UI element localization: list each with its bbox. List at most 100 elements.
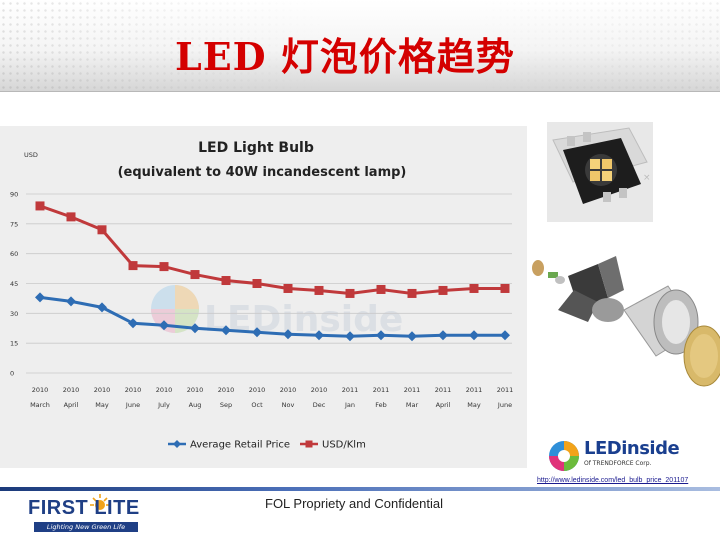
y-tick-label: 60 xyxy=(10,250,18,258)
data-point-square xyxy=(252,279,262,288)
confidential-notice: FOL Propriety and Confidential xyxy=(265,496,444,511)
exploded-bulb-image xyxy=(528,250,720,418)
x-tick-month: Jan xyxy=(344,401,355,409)
price-chart: LEDinside 0 15 30 45 60 75 90 2010 March 2010 Apri… xyxy=(0,126,527,468)
ledinside-logo-subtext: Of TRENDFORCE Corp. xyxy=(584,460,652,467)
x-tick-year: 2010 xyxy=(32,386,49,394)
chart-grid xyxy=(26,193,512,374)
x-tick-year: 2010 xyxy=(249,386,266,394)
data-point-diamond xyxy=(283,329,293,340)
firstlite-tagline: Lighting New Green Life xyxy=(34,522,138,532)
series-line xyxy=(39,295,505,338)
header-dot-pattern xyxy=(0,0,720,92)
legend-marker-square xyxy=(305,440,313,448)
x-tick-month: Mar xyxy=(406,401,419,409)
x-tick-month: April xyxy=(436,401,451,409)
x-tick-month: Aug xyxy=(189,401,202,409)
data-point-diamond xyxy=(252,327,262,338)
data-point-diamond xyxy=(376,330,386,341)
ledinside-watermark: LEDinside xyxy=(151,285,403,340)
data-point-diamond xyxy=(190,323,200,334)
ledinside-logo-text: LEDinside xyxy=(584,438,680,459)
series-line xyxy=(39,204,505,295)
data-point-square xyxy=(500,283,510,293)
data-point-square xyxy=(345,288,355,298)
x-tick-month: April xyxy=(64,401,79,409)
data-point-diamond xyxy=(407,331,417,342)
data-point-square xyxy=(283,283,293,293)
y-tick-label: 75 xyxy=(10,220,18,228)
y-tick-label: 45 xyxy=(10,280,18,288)
data-point-diamond xyxy=(469,330,479,341)
x-tick-month: Sep xyxy=(220,401,232,409)
data-point-square xyxy=(376,284,386,294)
exploded-bulb-illustration xyxy=(532,256,720,387)
data-point-square xyxy=(221,276,231,286)
data-point-square xyxy=(159,262,169,272)
led-chip-illustration: × xyxy=(547,122,653,222)
led-chip-image: × xyxy=(547,122,653,222)
firstlite-logo: FIRST LITE Lighting New Green Life xyxy=(28,494,140,532)
x-tick-month: Dec xyxy=(313,401,326,409)
x-tick-month: Feb xyxy=(375,401,387,409)
data-point-diamond xyxy=(500,330,510,341)
data-point-square xyxy=(35,201,45,211)
x-tick-year: 2011 xyxy=(404,386,421,394)
data-point-diamond xyxy=(97,302,107,313)
x-tick-year: 2010 xyxy=(94,386,111,394)
data-point-diamond xyxy=(345,331,355,342)
y-tick-label: 90 xyxy=(10,191,18,199)
data-point-square xyxy=(407,288,417,298)
x-tick-month: March xyxy=(30,401,50,409)
chart-svg: LEDinside 0 15 30 45 60 75 90 2010 March 2010 Apri… xyxy=(10,140,513,451)
slide-header: LED 灯泡价格趋势 xyxy=(0,0,720,92)
data-point-diamond xyxy=(128,318,138,329)
x-tick-year: 2010 xyxy=(218,386,235,394)
x-tick-month: July xyxy=(157,401,170,409)
legend-label: USD/Klm xyxy=(322,440,366,451)
y-tick-label: 30 xyxy=(10,310,18,318)
x-tick-month: May xyxy=(95,401,109,409)
data-point-diamond xyxy=(438,330,448,341)
x-tick-month: June xyxy=(497,401,512,409)
data-point-square xyxy=(314,285,324,295)
data-point-square xyxy=(469,283,479,293)
x-tick-year: 2011 xyxy=(342,386,359,394)
data-point-diamond xyxy=(221,325,231,336)
data-point-square xyxy=(438,285,448,295)
x-tick-year: 2011 xyxy=(466,386,483,394)
x-tick-month: June xyxy=(125,401,140,409)
chart-subtitle: (equivalent to 40W incandescent lamp) xyxy=(118,165,407,180)
y-tick-label: 15 xyxy=(10,340,18,348)
sun-icon xyxy=(90,494,110,510)
data-point-diamond xyxy=(159,320,169,331)
x-tick-year: 2011 xyxy=(373,386,390,394)
y-tick-label: 0 xyxy=(10,370,14,378)
x-tick-year: 2010 xyxy=(187,386,204,394)
data-point-diamond xyxy=(35,292,45,303)
chart-series xyxy=(35,201,510,342)
data-point-square xyxy=(128,261,138,271)
x-tick-year: 2010 xyxy=(125,386,142,394)
slide-footer: FIRST LITE Lighting New Green Life FOL P… xyxy=(0,491,720,540)
y-axis-label: USD xyxy=(24,151,38,159)
x-tick-month: Oct xyxy=(251,401,263,409)
chart-title: LED Light Bulb xyxy=(198,140,314,156)
data-point-square xyxy=(190,270,200,280)
data-point-diamond xyxy=(314,330,324,341)
chart-axes: 0 15 30 45 60 75 90 2010 March 2010 April 2010 May 20… xyxy=(10,191,513,410)
watermark-text: LEDinside xyxy=(204,299,403,340)
source-link[interactable]: http://www.ledinside.com/led_bulb_price_… xyxy=(537,477,689,484)
data-point-diamond xyxy=(66,296,76,307)
data-point-square xyxy=(66,212,76,222)
ledinside-logo: LEDinside Of TRENDFORCE Corp. xyxy=(546,438,680,474)
chart-legend: Average Retail Price USD/Klm xyxy=(168,440,366,451)
x-tick-month: Nov xyxy=(282,401,295,409)
x-tick-year: 2010 xyxy=(311,386,328,394)
firstlite-logo-text: FIRST LITE xyxy=(28,497,140,519)
x-tick-year: 2010 xyxy=(156,386,173,394)
svg-text:×: × xyxy=(643,173,651,183)
legend-marker-diamond xyxy=(173,440,181,448)
x-tick-year: 2010 xyxy=(280,386,297,394)
slide-title: LED 灯泡价格趋势 xyxy=(175,34,515,79)
